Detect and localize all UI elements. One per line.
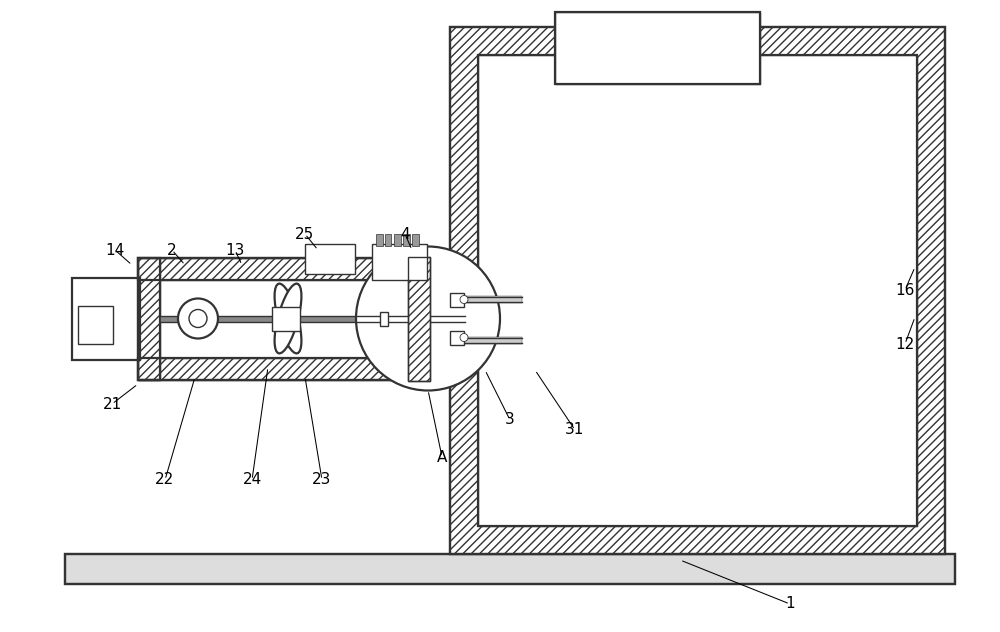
Circle shape	[178, 298, 218, 339]
Text: 2: 2	[167, 243, 177, 257]
Ellipse shape	[275, 284, 301, 353]
Bar	[385, 234, 391, 246]
Bar	[412, 234, 419, 246]
Text: 16: 16	[895, 283, 915, 298]
Text: 14: 14	[105, 243, 125, 257]
Bar	[160, 315, 465, 322]
Text: 31: 31	[565, 423, 585, 437]
Text: 1: 1	[785, 597, 795, 612]
Bar	[450, 27, 945, 554]
Bar	[403, 234, 410, 246]
Bar	[376, 234, 382, 246]
Circle shape	[460, 334, 468, 341]
Bar	[78, 306, 113, 344]
Circle shape	[460, 296, 468, 303]
Bar	[138, 358, 453, 380]
Bar	[408, 257, 430, 380]
Ellipse shape	[275, 284, 301, 353]
Bar	[450, 27, 945, 554]
Text: 23: 23	[312, 473, 332, 487]
Bar	[464, 296, 522, 303]
Bar	[305, 244, 355, 274]
Text: 4: 4	[400, 226, 410, 241]
Text: A: A	[437, 449, 447, 465]
Bar	[555, 12, 760, 84]
Bar	[408, 257, 430, 380]
Bar	[431, 258, 453, 380]
Text: 12: 12	[895, 336, 915, 351]
Circle shape	[356, 246, 500, 391]
Bar	[478, 55, 917, 526]
Bar	[65, 554, 955, 584]
Text: 25: 25	[295, 226, 315, 241]
Circle shape	[189, 310, 207, 327]
Bar	[138, 258, 453, 280]
Bar	[138, 258, 160, 380]
Bar	[431, 258, 453, 380]
Text: 22: 22	[155, 473, 175, 487]
Bar	[138, 358, 453, 380]
Bar	[138, 258, 453, 380]
Bar	[372, 244, 427, 280]
Bar	[138, 258, 453, 280]
Bar	[380, 312, 388, 325]
Bar	[394, 234, 400, 246]
Bar	[555, 12, 760, 84]
Bar	[450, 331, 464, 344]
Bar	[65, 554, 955, 584]
Bar	[450, 293, 464, 307]
Bar	[272, 307, 300, 331]
Bar	[464, 336, 522, 344]
Bar	[72, 278, 140, 360]
Text: 3: 3	[505, 413, 515, 427]
Text: 21: 21	[102, 396, 122, 411]
Bar	[478, 55, 917, 526]
Bar	[138, 258, 160, 380]
Text: 13: 13	[225, 243, 245, 257]
Text: 24: 24	[242, 473, 262, 487]
